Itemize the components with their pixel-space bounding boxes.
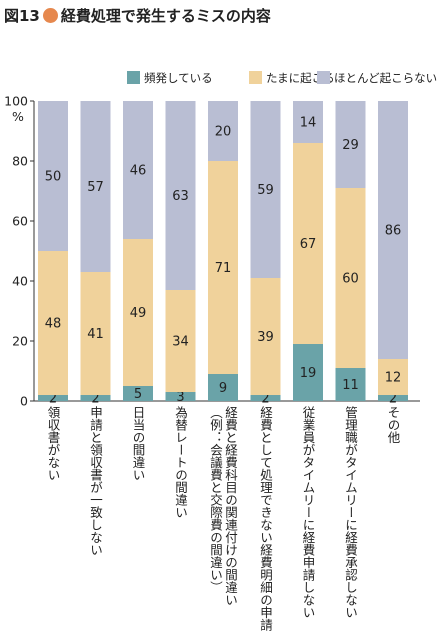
- bar-segment: [250, 101, 281, 278]
- title-bullet-icon: [42, 7, 58, 23]
- y-tick-label: 60: [12, 214, 28, 229]
- y-unit-label: %: [12, 109, 24, 124]
- bar-segment: [208, 161, 238, 374]
- y-tick-label: 100: [4, 94, 28, 109]
- bar-segment: [38, 101, 68, 251]
- y-tick-label: 40: [12, 274, 28, 289]
- legend: 頻発している たまに起こる ほとんど起こらない: [127, 71, 437, 85]
- category-label: 日当の間違い: [131, 406, 146, 481]
- data-label: 9: [219, 381, 227, 396]
- figure-number: 図13: [4, 6, 40, 25]
- bar-segment: [335, 188, 366, 368]
- data-label: 67: [300, 237, 317, 252]
- category-labels: 領収書がない 申請と領収書が一致しない 日当の間違い 為替レートの間違い 経費と経費科目…: [46, 405, 401, 632]
- category-label: その他: [386, 406, 401, 444]
- data-label: 2: [389, 392, 397, 407]
- category-label: 為替レートの間違い: [173, 406, 188, 519]
- data-label: 12: [385, 371, 402, 386]
- data-label: 49: [130, 306, 147, 321]
- data-label: 46: [130, 164, 147, 179]
- chart-title: 図13 経費処理で発生するミスの内容: [4, 4, 271, 26]
- y-tick-label: 20: [12, 334, 28, 349]
- data-label: 48: [45, 317, 62, 332]
- y-tick-label: 0: [20, 394, 28, 409]
- data-label: 57: [87, 180, 104, 195]
- data-label: 20: [215, 125, 232, 140]
- data-label: 2: [91, 392, 99, 407]
- bar-segment: [123, 386, 153, 401]
- data-label: 86: [385, 224, 402, 239]
- data-label: 50: [45, 170, 62, 185]
- bars: 2 48 50 2 41 57 5 49 46 3 34 63 9 71 20 2 39 59 19 67 14 11 60…: [38, 101, 408, 407]
- bar-segment: [165, 290, 196, 392]
- legend-swatch: [317, 71, 330, 84]
- bar-segment: [250, 395, 281, 401]
- bar-segment: [208, 101, 238, 161]
- bar-segment: [293, 344, 323, 401]
- legend-swatch: [249, 71, 262, 84]
- bar-segment: [293, 101, 323, 143]
- data-label: 39: [257, 330, 274, 345]
- bar-segment: [123, 101, 153, 239]
- bar-segment: [38, 251, 68, 395]
- data-label: 71: [215, 261, 232, 276]
- data-label: 2: [261, 392, 269, 407]
- category-label: 経費として処理できない経費明細の申請: [258, 406, 273, 632]
- bar-segment: [378, 359, 408, 395]
- bar-segment: [80, 272, 111, 395]
- bar-segment: [165, 392, 196, 401]
- data-label: 59: [257, 183, 274, 198]
- data-label: 63: [172, 189, 189, 204]
- data-label: 60: [342, 272, 359, 287]
- category-label: 領収書がない: [46, 405, 61, 481]
- bar-segment: [250, 278, 281, 395]
- data-label: 34: [172, 335, 189, 350]
- category-label: （例：会議費と交際費の間違い）: [208, 406, 223, 594]
- y-tick-label: 80: [12, 154, 28, 169]
- category-label: 管理職がタイムリーに経費承認しない: [343, 405, 358, 619]
- category-label: 申請と領収書が一致しない: [88, 406, 103, 556]
- bar-segment: [38, 395, 68, 401]
- title-text: 経費処理で発生するミスの内容: [60, 6, 271, 25]
- bar-segment: [378, 395, 408, 401]
- data-label: 2: [49, 392, 57, 407]
- category-label: 従業員がタイムリーに経費申請しない: [301, 406, 316, 619]
- bar-segment: [335, 101, 366, 188]
- legend-label: 頻発している: [144, 71, 213, 85]
- legend-label: ほとんど起こらない: [334, 71, 437, 85]
- data-label: 14: [300, 116, 317, 131]
- legend-swatch: [127, 71, 140, 84]
- bar-segment: [123, 239, 153, 386]
- bar-segment: [208, 374, 238, 401]
- bar-segment: [293, 143, 323, 344]
- data-label: 3: [176, 390, 184, 405]
- bar-segment: [80, 395, 111, 401]
- data-label: 11: [342, 378, 359, 393]
- bar-segment: [165, 101, 196, 290]
- category-label: 経費と経費科目の関連付けの間違い: [223, 406, 238, 606]
- bar-segment: [335, 368, 366, 401]
- data-label: 41: [87, 327, 104, 342]
- data-label: 5: [134, 387, 142, 402]
- bar-segment: [80, 101, 111, 272]
- data-label: 19: [300, 366, 317, 381]
- bar-segment: [378, 101, 408, 359]
- data-label: 29: [342, 138, 359, 153]
